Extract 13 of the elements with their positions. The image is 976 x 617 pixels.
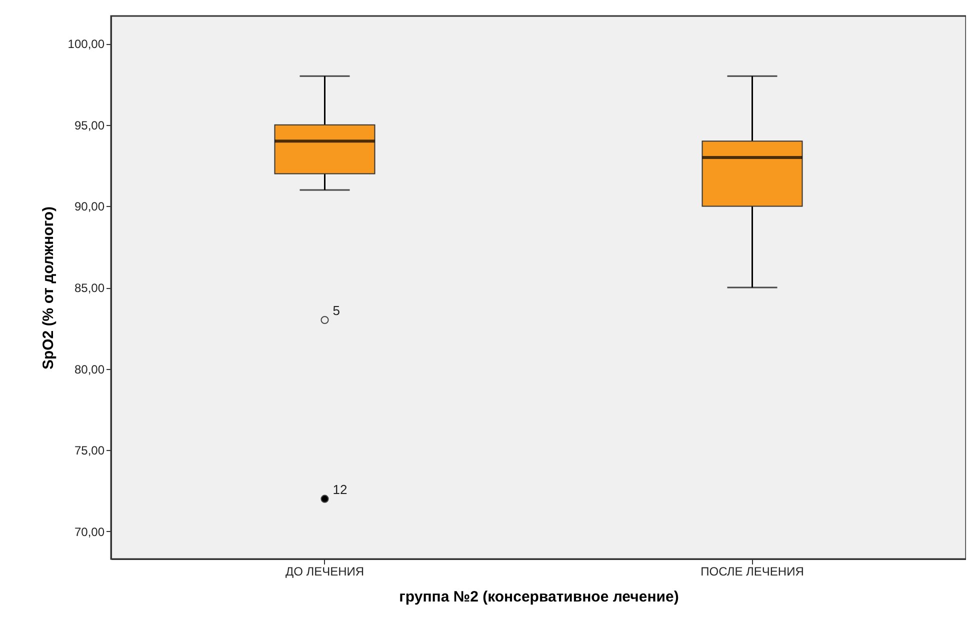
x-tick-label: ДО ЛЕЧЕНИЯ	[285, 564, 364, 578]
y-tick-label: 95,00	[74, 118, 105, 132]
y-tick-label: 100,00	[68, 37, 105, 52]
y-tick-label: 85,00	[74, 281, 105, 295]
y-tick-label: 75,00	[74, 444, 105, 458]
y-tick-label: 80,00	[74, 362, 105, 376]
annotation: 12	[332, 482, 348, 497]
y-axis-title: SpO2 (% от должного)	[40, 206, 57, 370]
x-tick-label: ПОСЛЕ ЛЕЧЕНИЯ	[700, 564, 804, 578]
x-axis-title: группа №2 (консервативное лечение)	[399, 588, 679, 606]
y-tick-label: 90,00	[74, 200, 105, 214]
y-tick-label: 70,00	[74, 524, 105, 539]
annotation: 5	[332, 303, 340, 318]
